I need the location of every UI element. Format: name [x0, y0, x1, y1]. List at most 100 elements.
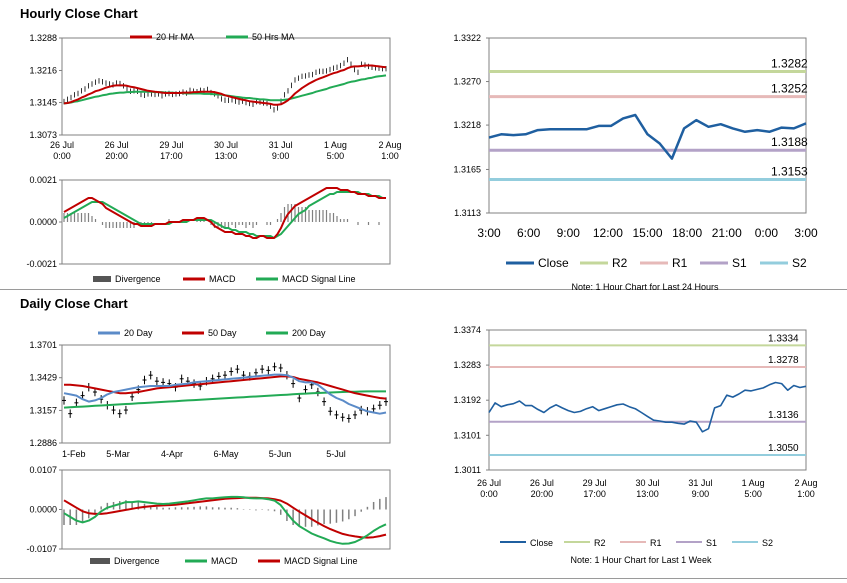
- level-r2-label: 1.3334: [768, 333, 799, 344]
- macd-line: [63, 187, 386, 239]
- x-tick-label: 26 Jul: [50, 140, 74, 150]
- x-tick-label: 6-May: [213, 449, 239, 459]
- x-tick-label: 1 Aug: [324, 140, 347, 150]
- x-tick-label: 0:00: [53, 151, 71, 161]
- y-tick-label: 0.0021: [29, 175, 57, 185]
- x-tick-label: 2 Aug: [794, 478, 817, 488]
- x-tick-label: 26 Jul: [477, 478, 501, 488]
- level-s1-label: 1.3136: [768, 410, 799, 421]
- legend-s2-label: S2: [792, 256, 807, 270]
- x-tick-label: 13:00: [215, 151, 238, 161]
- legend-macd-signal-label: MACD Signal Line: [282, 274, 356, 284]
- ma50-line: [64, 375, 387, 400]
- legend-r2-label: R2: [594, 538, 606, 548]
- y-tick-label: 1.3429: [29, 373, 57, 383]
- y-tick-label: 1.3011: [454, 465, 481, 475]
- x-tick-label: 18:00: [672, 226, 702, 240]
- legend-macd-label: MACD: [209, 274, 236, 284]
- legend-r1-label: R1: [650, 538, 662, 548]
- y-tick-label: -0.0021: [26, 259, 57, 269]
- ma20-line: [63, 64, 387, 106]
- x-tick-label: 4-Apr: [161, 449, 183, 459]
- y-tick-label: 1.3113: [454, 208, 481, 218]
- x-tick-label: 9:00: [557, 226, 581, 240]
- x-tick-label: 29 Jul: [159, 140, 183, 150]
- legend-s1-label: S1: [732, 256, 747, 270]
- daily-macd-frame: [61, 469, 391, 550]
- legend-50hr-ma-label: 50 Hrs MA: [252, 32, 295, 42]
- legend-divergence-swatch: [90, 558, 110, 564]
- x-tick-label: 1-Feb: [62, 449, 86, 459]
- legend-divergence-label: Divergence: [114, 556, 160, 566]
- legend-close-label: Close: [530, 538, 553, 548]
- x-tick-label: 5:00: [744, 489, 762, 499]
- level-s2-label: 1.3153: [771, 165, 808, 179]
- macd-line: [63, 495, 387, 545]
- x-tick-label: 2 Aug: [378, 140, 401, 150]
- x-tick-label: 3:00: [794, 226, 818, 240]
- y-tick-label: 0.0107: [29, 465, 57, 475]
- y-tick-label: 1.3701: [29, 340, 57, 350]
- x-tick-label: 17:00: [583, 489, 606, 499]
- legend-s1-label: S1: [706, 538, 717, 548]
- y-tick-label: 1.3288: [29, 33, 57, 43]
- ma20-line: [63, 373, 387, 415]
- ma200-line: [63, 390, 386, 409]
- chart-note: Note: 1 Hour Chart for Last 24 Hours: [571, 282, 719, 292]
- legend-divergence-swatch: [93, 276, 111, 282]
- level-r1-label: 1.3278: [768, 355, 799, 366]
- level-s2-label: 1.3050: [768, 443, 799, 454]
- x-tick-label: 1:00: [797, 489, 815, 499]
- daily-pivot-frame: [488, 329, 807, 471]
- level-r2-label: 1.3282: [771, 56, 808, 70]
- level-s1-label: 1.3188: [771, 135, 808, 149]
- x-tick-label: 26 Jul: [105, 140, 129, 150]
- x-tick-label: 0:00: [480, 489, 498, 499]
- y-tick-label: 1.3157: [29, 405, 57, 415]
- close-line: [488, 381, 807, 433]
- x-tick-label: 13:00: [636, 489, 659, 499]
- legend-200-day-label: 200 Day: [292, 328, 326, 338]
- x-tick-label: 9:00: [692, 489, 710, 499]
- x-tick-label: 6:00: [517, 226, 541, 240]
- legend-20-day-label: 20 Day: [124, 328, 153, 338]
- x-tick-label: 15:00: [632, 226, 662, 240]
- legend-50-day-label: 50 Day: [208, 328, 237, 338]
- macd-signal-line: [63, 191, 386, 239]
- x-tick-label: 5:00: [327, 151, 345, 161]
- y-tick-label: 1.3322: [453, 33, 481, 43]
- x-tick-label: 5-Jun: [269, 449, 292, 459]
- hourly-section-title: Hourly Close Chart: [20, 6, 138, 21]
- x-tick-label: 31 Jul: [269, 140, 293, 150]
- y-tick-label: 1.3218: [453, 120, 481, 130]
- x-tick-label: 31 Jul: [688, 478, 712, 488]
- y-tick-label: 1.3283: [453, 360, 481, 370]
- x-tick-label: 1 Aug: [742, 478, 765, 488]
- y-tick-label: 1.3270: [453, 77, 481, 87]
- x-tick-label: 1:00: [381, 151, 399, 161]
- x-tick-label: 17:00: [160, 151, 183, 161]
- y-tick-label: 1.3145: [29, 98, 57, 108]
- legend-r1-label: R1: [672, 256, 688, 270]
- y-tick-label: 1.3374: [453, 325, 481, 335]
- x-tick-label: 30 Jul: [214, 140, 238, 150]
- x-tick-label: 0:00: [755, 226, 779, 240]
- y-tick-label: 1.3101: [453, 430, 481, 440]
- y-tick-label: 1.3073: [29, 130, 57, 140]
- x-tick-label: 20:00: [105, 151, 128, 161]
- legend-divergence-label: Divergence: [115, 274, 161, 284]
- y-tick-label: 1.3165: [453, 164, 481, 174]
- chart-note: Note: 1 Hour Chart for Last 1 Week: [571, 555, 712, 565]
- x-tick-label: 21:00: [712, 226, 742, 240]
- y-tick-label: 0.0000: [29, 505, 57, 515]
- hourly-pivot-frame: [488, 37, 807, 214]
- section-divider: [0, 289, 847, 290]
- macd-signal-line: [63, 496, 387, 539]
- legend-macd-signal-label: MACD Signal Line: [284, 556, 358, 566]
- y-tick-label: 1.3192: [453, 395, 481, 405]
- x-tick-label: 29 Jul: [583, 478, 607, 488]
- level-r1-label: 1.3252: [771, 82, 808, 96]
- daily-section-title: Daily Close Chart: [20, 296, 128, 311]
- x-tick-label: 26 Jul: [530, 478, 554, 488]
